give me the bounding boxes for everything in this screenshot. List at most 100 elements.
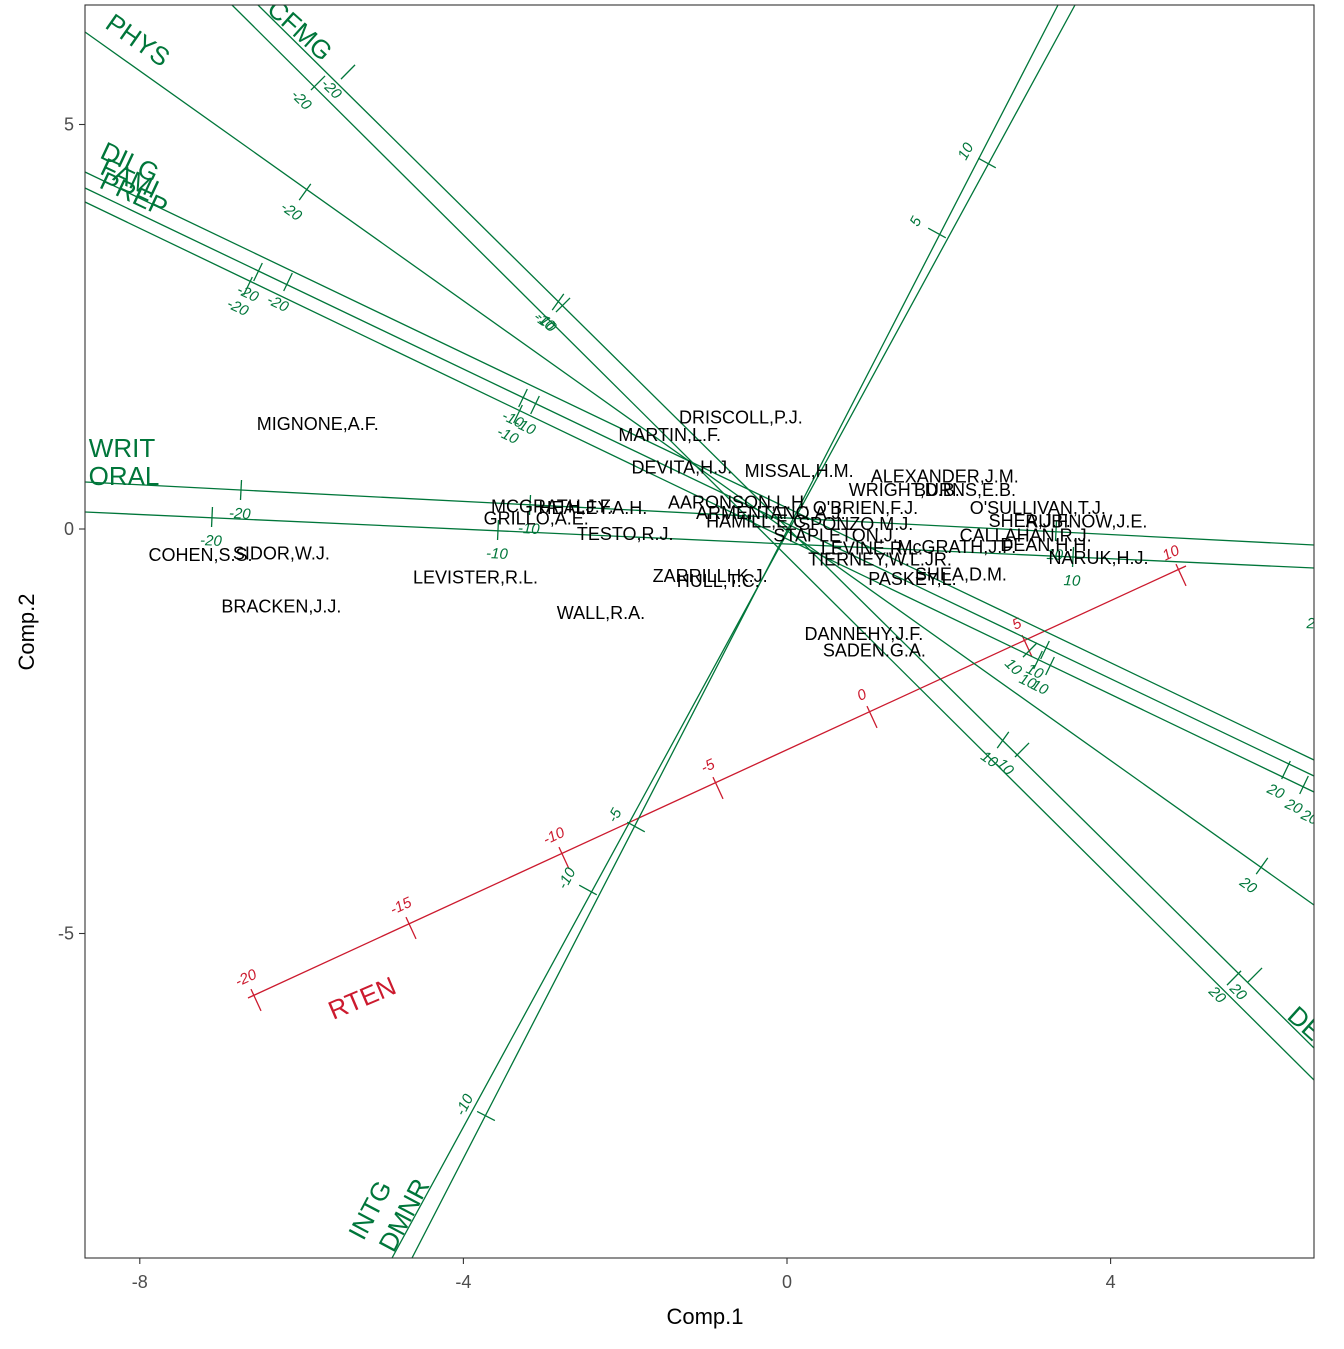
axis-tick-prep	[243, 276, 253, 296]
axis-tick-rten	[558, 846, 570, 870]
axis-line-intg	[391, 5, 1076, 1258]
axis-tick-fami	[283, 272, 293, 292]
axis-tick-cfmg	[555, 297, 571, 313]
axis-line-fami	[85, 187, 1314, 777]
point-label-cohen-s-s: COHEN,S.S.	[148, 545, 252, 565]
axis-tick-label-oral: 10	[1063, 572, 1081, 590]
axis-tick-rten	[1175, 563, 1187, 587]
x-tick-label: 0	[782, 1272, 792, 1292]
y-axis: -5 0 5	[58, 115, 85, 944]
point-label-aaronson-l-h: AARONSON,L.H.	[668, 492, 809, 512]
axis-tick-label-dilg: 10	[1023, 660, 1046, 683]
plot-panel-border	[84, 4, 1315, 1259]
point-label-levine-r-l: LEVINE,R.L.	[821, 538, 923, 558]
axis-tick-label-intg: 10	[954, 140, 977, 163]
point-label-bracken-j-j: BRACKEN,J.J.	[221, 597, 341, 617]
axis-tick-cfmg	[310, 75, 326, 91]
axis-tick-oral	[1071, 546, 1075, 568]
point-label-driscoll-p-j: DRISCOLL,P.J.	[679, 407, 803, 427]
y-axis-title: Comp.2	[14, 593, 39, 670]
axis-line-rten	[247, 565, 1187, 999]
axis-tick-dilg	[1040, 640, 1050, 660]
point-label-alexander-j-m: ALEXANDER,J.M.	[871, 466, 1019, 486]
point-label-shea-d-m: SHEA,D.M.	[915, 564, 1007, 584]
point-label-devita-h-j: DEVITA,H.J.	[631, 458, 732, 478]
axis-line-phys	[85, 31, 1314, 906]
axis-tick-rten	[1021, 634, 1033, 658]
axis-tick-label-writ: 10	[1046, 546, 1064, 564]
axis-tick-label-fami: 20	[1282, 795, 1306, 818]
point-label-healey-a-h: HEALEY.A.H.	[538, 498, 647, 518]
x-tick-label: -4	[455, 1272, 471, 1292]
y-tick-label: -5	[58, 924, 74, 944]
variable-axis-oral: -20 -10 10 20 ORAL	[85, 461, 1324, 633]
variable-axis-writ: -20 -10 10 WRIT	[85, 433, 1314, 564]
point-label-hamill-e-c: HAMILL,E.C.	[706, 512, 811, 532]
axis-tick-oral	[210, 506, 214, 528]
axis-tick-rten	[712, 776, 724, 800]
point-label-o-sullivan-t-j: O'SULLIVAN,T.J.	[970, 498, 1106, 518]
point-label-shea-j-f: SHEA,J.F.	[989, 511, 1071, 531]
point-label-o-brien-f-j: O'BRIEN,F.J.	[813, 498, 918, 518]
x-tick-label: 4	[1106, 1272, 1116, 1292]
point-label-sponzo-m-j: SPONZO,M.J.	[798, 514, 913, 534]
axis-tick-writ	[1054, 520, 1058, 542]
axis-tick-dilg	[253, 262, 263, 282]
axis-tick-deci	[340, 64, 356, 80]
axis-tick-deci	[1226, 970, 1242, 986]
point-label-tierney-w-l-jr: TIERNEY,W.L.JR.	[808, 550, 952, 570]
axis-tick-prep	[513, 404, 523, 424]
axis-tick-label-prep: 10	[1028, 676, 1051, 699]
point-label-armentano-a-j: ARMENTANO,A.J.	[696, 503, 846, 523]
point-label-naruk-h-j: NARUK,H.J.	[1048, 548, 1148, 568]
point-label-hull-t-c: HULL,T.C.	[677, 571, 760, 591]
axis-tick-rten	[405, 916, 417, 940]
axis-tick-writ	[528, 494, 532, 516]
axis-line-dilg	[85, 171, 1314, 761]
axis-tick-intg	[578, 884, 598, 896]
axis-line-cfmg	[231, 5, 1314, 1081]
axis-line-oral	[85, 511, 1314, 569]
axis-tick-label-writ: -10	[518, 520, 541, 538]
x-axis-title: Comp.1	[666, 1304, 743, 1329]
x-axis: -8 -4 0 4	[132, 1258, 1116, 1292]
axis-line-writ	[85, 481, 1314, 546]
point-label-levister-r-l: LEVISTER,R.L.	[413, 568, 538, 588]
axis-tick-label-oral: -10	[486, 545, 509, 563]
point-label-wright-d-b: WRIGHT,D.B.	[849, 480, 960, 500]
y-tick-label: 0	[64, 519, 74, 539]
axis-tick-fami	[530, 395, 540, 415]
axis-tick-rten	[866, 705, 878, 729]
point-label-mignone-a-f: MIGNONE,A.F.	[257, 414, 379, 434]
axis-line-prep	[85, 201, 1314, 793]
point-label-mcgrath-j-f: McGRATH,J.F.	[898, 537, 1017, 557]
axis-tick-oral	[496, 519, 500, 541]
point-label-dean-h-h: DEAN,H.H.	[1000, 535, 1091, 555]
point-label-callahan-r-j: CALLAHAN,R.J.	[960, 525, 1092, 545]
point-label-paskey-l: PASKEY,L.	[868, 569, 956, 589]
axis-tick-intg	[927, 227, 947, 239]
point-label-mcgrath-j-f: MCGRATH,J.F.	[491, 496, 614, 516]
point-label-wall-r-a: WALL,R.A.	[557, 603, 645, 623]
point-label-martin-l-f: MARTIN,L.F.	[618, 425, 721, 445]
axis-tick-label-oral: 20	[1305, 615, 1324, 633]
axis-tick-phys	[298, 183, 312, 201]
point-label-testo-r-j: TESTO,R.J.	[577, 524, 674, 544]
axis-tick-phys	[1255, 857, 1269, 875]
axis-name-oral: ORAL	[89, 461, 160, 491]
axis-tick-intg	[977, 157, 997, 169]
axis-tick-prep	[1045, 656, 1055, 676]
point-label-dannehy-j-f: DANNEHY,J.F.	[805, 624, 924, 644]
axis-line-deci	[257, 5, 1314, 1049]
axis-tick-dmnr	[476, 1110, 496, 1122]
axis-tick-cfmg	[1247, 967, 1263, 983]
axis-tick-rten	[250, 988, 262, 1012]
point-label-burns-e-b: BURNS,E.B.	[914, 480, 1016, 500]
point-label-zarrilli-k-j: ZARRILLI,K.J.	[653, 566, 768, 586]
axis-tick-deci	[1022, 642, 1038, 658]
axis-tick-label-dilg: 20	[1264, 780, 1288, 803]
axis-tick-label-fami: 10	[1016, 670, 1039, 693]
